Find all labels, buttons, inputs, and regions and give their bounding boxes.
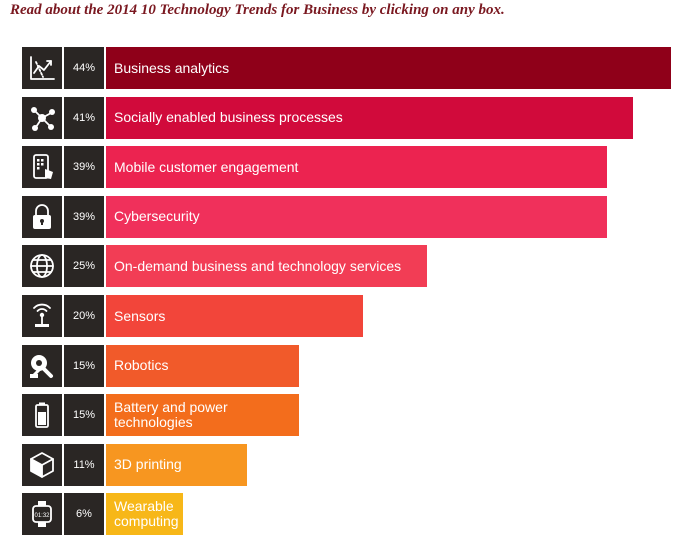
bar[interactable]: Socially enabled business processes xyxy=(106,96,633,139)
bar-label-line: Wearable xyxy=(114,498,174,515)
value-label[interactable]: 39% xyxy=(64,195,104,238)
bar-label: Cybersecurity xyxy=(114,209,200,224)
bar-label-line: Robotics xyxy=(114,357,169,374)
bar-label: Business analytics xyxy=(114,59,230,76)
analytics-icon[interactable] xyxy=(22,47,62,89)
bar-label-line: 3D printing xyxy=(114,456,182,473)
padlock-icon[interactable] xyxy=(22,195,62,238)
value-label[interactable]: 25% xyxy=(64,245,104,288)
bar[interactable]: Battery and power technologies xyxy=(106,394,299,437)
bar-label-line: technologies xyxy=(114,414,193,431)
bar[interactable]: On-demand business and technology servic… xyxy=(106,245,427,288)
bar[interactable]: 3D printing xyxy=(106,443,248,486)
bar-label: Wearable computing xyxy=(114,499,179,529)
value-label[interactable]: 20% xyxy=(64,295,104,337)
bar-label: Battery and power technologies xyxy=(114,400,228,430)
value-label[interactable]: 41% xyxy=(64,96,104,139)
globe-icon[interactable] xyxy=(22,245,62,288)
social-network-icon[interactable] xyxy=(22,96,62,139)
bar-label-line: Socially enabled business processes xyxy=(114,109,343,126)
bar-label-line: Mobile customer engagement xyxy=(114,158,299,175)
value-label[interactable]: 6% xyxy=(64,493,104,536)
bar[interactable]: Wearable computing xyxy=(106,493,183,536)
sensor-icon[interactable] xyxy=(22,295,62,337)
bar-label: Socially enabled business processes xyxy=(114,110,343,125)
bar-label: Sensors xyxy=(114,307,166,324)
mobile-phone-icon[interactable] xyxy=(22,146,62,189)
bar[interactable]: Mobile customer engagement xyxy=(106,146,607,189)
cube-icon[interactable] xyxy=(22,443,62,486)
bar-label: Robotics xyxy=(114,358,168,373)
svg-text:01:32: 01:32 xyxy=(34,513,50,519)
value-label[interactable]: 15% xyxy=(64,344,104,387)
bar-label-line: Battery and power xyxy=(114,399,228,416)
bar-label-line: Business analytics xyxy=(114,59,230,76)
battery-icon[interactable] xyxy=(22,394,62,437)
value-label[interactable]: 39% xyxy=(64,146,104,189)
bar-label-line: computing xyxy=(114,513,179,530)
value-label[interactable]: 44% xyxy=(64,47,104,89)
smartwatch-icon[interactable]: 01:32 xyxy=(22,493,62,536)
bar[interactable]: Cybersecurity xyxy=(106,195,607,238)
value-label[interactable]: 15% xyxy=(64,394,104,437)
bar-label-line: On-demand business and technology servic… xyxy=(114,257,402,274)
robotic-arm-icon[interactable] xyxy=(22,344,62,387)
bar[interactable]: Sensors xyxy=(106,295,363,337)
value-label[interactable]: 11% xyxy=(64,443,104,486)
bar-label: 3D printing xyxy=(114,457,182,472)
bar-label-line: Sensors xyxy=(114,307,166,324)
bar[interactable]: Robotics xyxy=(106,344,299,387)
bar[interactable]: Business analytics xyxy=(106,47,671,89)
bar-label: Mobile customer engagement xyxy=(114,158,299,175)
intro-text: Read about the 2014 10 Technology Trends… xyxy=(10,2,505,18)
bar-label: On-demand business and technology servic… xyxy=(114,257,402,274)
bar-label-line: Cybersecurity xyxy=(114,208,200,225)
